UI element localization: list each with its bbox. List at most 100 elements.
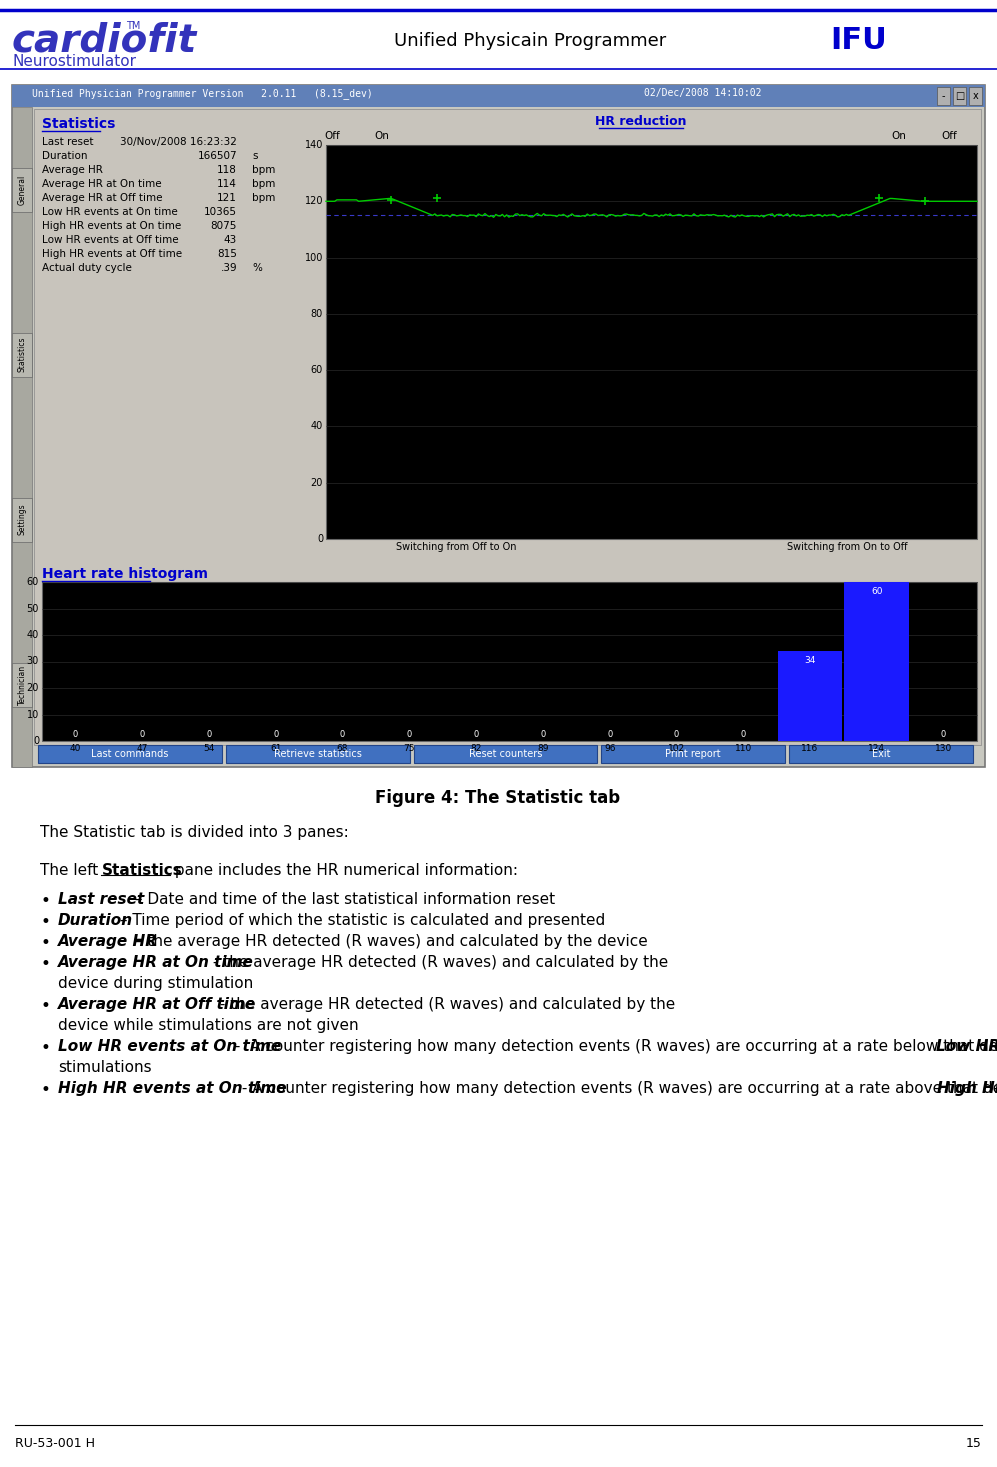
FancyBboxPatch shape xyxy=(34,109,981,745)
Text: 100: 100 xyxy=(305,252,323,263)
Text: Figure 4: The Statistic tab: Figure 4: The Statistic tab xyxy=(376,789,620,807)
Text: High HR events at Off time: High HR events at Off time xyxy=(42,249,182,260)
FancyBboxPatch shape xyxy=(844,582,909,741)
Text: 120: 120 xyxy=(304,197,323,207)
Text: 60: 60 xyxy=(311,365,323,376)
FancyBboxPatch shape xyxy=(778,651,842,741)
Text: 60: 60 xyxy=(27,577,39,587)
Text: Last reset: Last reset xyxy=(42,136,94,147)
Text: 166507: 166507 xyxy=(197,151,237,161)
Text: 0: 0 xyxy=(607,731,612,739)
Text: 30: 30 xyxy=(27,657,39,666)
Text: Duration: Duration xyxy=(42,151,88,161)
Text: TM: TM xyxy=(126,21,141,31)
Text: Neurostimulator: Neurostimulator xyxy=(12,54,136,69)
Text: s: s xyxy=(252,151,257,161)
Text: Duration: Duration xyxy=(58,912,134,929)
Text: •: • xyxy=(40,892,50,910)
Text: Actual duty cycle: Actual duty cycle xyxy=(42,263,132,273)
Text: Print report: Print report xyxy=(665,750,721,758)
Text: 110: 110 xyxy=(735,744,752,753)
Text: Last reset: Last reset xyxy=(58,892,145,907)
Text: 0: 0 xyxy=(941,731,946,739)
FancyBboxPatch shape xyxy=(326,145,977,538)
FancyBboxPatch shape xyxy=(12,85,985,767)
Text: 121: 121 xyxy=(217,194,237,202)
Text: 8075: 8075 xyxy=(210,222,237,230)
Text: bpm: bpm xyxy=(252,164,275,175)
Text: IFU: IFU xyxy=(830,26,886,54)
Text: x: x xyxy=(973,91,978,101)
Text: •: • xyxy=(40,955,50,973)
FancyBboxPatch shape xyxy=(601,745,786,763)
Text: Low HR Threshold: Low HR Threshold xyxy=(936,1039,997,1055)
Text: 0: 0 xyxy=(741,731,746,739)
Text: RU-53-001 H: RU-53-001 H xyxy=(15,1438,95,1449)
Text: 68: 68 xyxy=(337,744,348,753)
FancyBboxPatch shape xyxy=(38,745,221,763)
Text: 0: 0 xyxy=(140,731,145,739)
Text: 0: 0 xyxy=(407,731,412,739)
Text: 96: 96 xyxy=(604,744,615,753)
Text: 124: 124 xyxy=(868,744,885,753)
Text: 80: 80 xyxy=(311,310,323,318)
Text: High HR events at On time: High HR events at On time xyxy=(58,1081,286,1096)
Text: 0: 0 xyxy=(206,731,211,739)
Text: 75: 75 xyxy=(404,744,415,753)
Text: General: General xyxy=(18,175,27,204)
Text: device while stimulations are not given: device while stimulations are not given xyxy=(58,1018,359,1033)
Text: □: □ xyxy=(955,91,964,101)
Text: 118: 118 xyxy=(217,164,237,175)
Text: •: • xyxy=(40,912,50,932)
Text: High HR Threshold: High HR Threshold xyxy=(937,1081,997,1096)
Text: 815: 815 xyxy=(217,249,237,260)
Text: 10365: 10365 xyxy=(204,207,237,217)
Text: bpm: bpm xyxy=(252,194,275,202)
Text: Average HR: Average HR xyxy=(58,934,158,949)
Text: Average HR at On time: Average HR at On time xyxy=(42,179,162,189)
Text: - A counter registering how many detection events (R waves) are occurring at a r: - A counter registering how many detecti… xyxy=(236,1081,997,1096)
Text: On: On xyxy=(891,131,906,141)
Text: Low HR events at Off time: Low HR events at Off time xyxy=(42,235,178,245)
Text: Off: Off xyxy=(941,131,957,141)
Text: •: • xyxy=(40,998,50,1015)
Text: Exit: Exit xyxy=(871,750,890,758)
FancyBboxPatch shape xyxy=(969,87,982,106)
Text: 43: 43 xyxy=(223,235,237,245)
Text: 60: 60 xyxy=(871,587,882,596)
Text: 20: 20 xyxy=(311,478,323,487)
Text: 0: 0 xyxy=(674,731,679,739)
Text: .39: .39 xyxy=(220,263,237,273)
Text: 82: 82 xyxy=(471,744,482,753)
Text: 50: 50 xyxy=(27,603,39,613)
Text: bpm: bpm xyxy=(252,179,275,189)
Text: stimulations: stimulations xyxy=(58,1061,152,1075)
Text: Statistics: Statistics xyxy=(42,117,116,131)
Text: -  A counter registering how many detection events (R waves) are occurring at a : - A counter registering how many detecti… xyxy=(229,1039,997,1055)
Text: 54: 54 xyxy=(203,744,214,753)
FancyBboxPatch shape xyxy=(953,87,966,106)
Text: – Date and time of the last statistical information reset: – Date and time of the last statistical … xyxy=(130,892,554,907)
Text: 116: 116 xyxy=(802,744,819,753)
Text: High HR events at On time: High HR events at On time xyxy=(42,222,181,230)
Text: •: • xyxy=(40,1039,50,1058)
Text: On: On xyxy=(375,131,390,141)
Text: 10: 10 xyxy=(27,710,39,719)
Text: Average HR: Average HR xyxy=(42,164,103,175)
Text: 0: 0 xyxy=(273,731,278,739)
Text: device during stimulation: device during stimulation xyxy=(58,976,253,992)
FancyBboxPatch shape xyxy=(414,745,597,763)
Text: 34: 34 xyxy=(805,656,816,665)
FancyBboxPatch shape xyxy=(790,745,973,763)
Text: Statistics: Statistics xyxy=(18,337,27,373)
Text: Low HR events at On time: Low HR events at On time xyxy=(42,207,177,217)
Text: Average HR at Off time: Average HR at Off time xyxy=(58,998,256,1012)
Text: 20: 20 xyxy=(27,684,39,692)
Text: -: - xyxy=(942,91,945,101)
Text: Technician: Technician xyxy=(18,665,27,704)
Text: 130: 130 xyxy=(935,744,952,753)
FancyBboxPatch shape xyxy=(12,85,985,107)
Text: - the average HR detected (R waves) and calculated by the: - the average HR detected (R waves) and … xyxy=(208,955,668,970)
Text: 0: 0 xyxy=(540,731,545,739)
Text: %: % xyxy=(252,263,262,273)
